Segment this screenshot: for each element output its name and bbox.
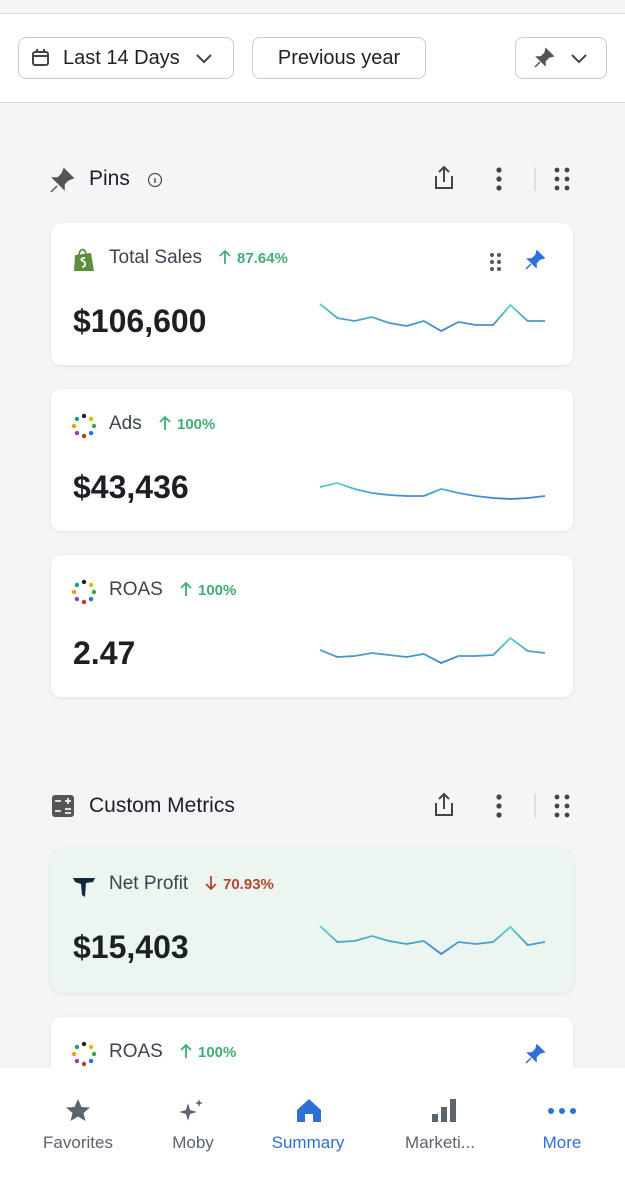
- change-arrow: [219, 249, 231, 264]
- metric-card[interactable]: Net Profit 70.93% $15,403: [51, 849, 573, 993]
- pin-icon: [534, 47, 555, 68]
- metric-value: $106,600: [73, 303, 207, 339]
- chevron: [196, 54, 212, 64]
- sparkline: [319, 482, 546, 500]
- metric-card[interactable]: ROAS 100% 2.47: [51, 555, 573, 697]
- nav-label[interactable]: More: [542, 1133, 582, 1152]
- metric-change: 100%: [198, 582, 237, 599]
- nav-icons: [66, 1099, 576, 1122]
- metric-icon: [73, 878, 95, 897]
- pin-menu-button[interactable]: [515, 37, 607, 79]
- change-arrow: [180, 581, 192, 596]
- change-arrow: [180, 1043, 192, 1058]
- section-title: Pins: [89, 167, 130, 190]
- metric-value: $15,403: [73, 929, 189, 965]
- date-range-button[interactable]: Last 14 Days: [18, 37, 234, 79]
- bottom-nav: Favorites Moby Summary Marketi... More: [0, 1068, 625, 1200]
- metric-change: 100%: [177, 416, 216, 433]
- calendar-icon: [32, 49, 49, 66]
- metric-title: Net Profit: [109, 873, 189, 894]
- compare-label: Previous year: [277, 46, 401, 69]
- metric-value: $43,436: [73, 469, 189, 505]
- pin-toggle[interactable]: [525, 250, 547, 272]
- sparkline-chart: [319, 636, 546, 664]
- metric-change: 87.64%: [237, 250, 288, 267]
- metric-card[interactable]: Total Sales 87.64% $106,600: [51, 223, 573, 365]
- sparkline-chart: [319, 482, 546, 500]
- metric-change: 100%: [198, 1044, 237, 1061]
- nav-label[interactable]: Summary: [271, 1133, 345, 1152]
- drag-handle: [490, 253, 501, 271]
- metric-title: Total Sales: [109, 247, 202, 268]
- metric-title: Ads: [109, 413, 142, 434]
- sparkline: [319, 636, 546, 664]
- date-range-label: Last 14 Days: [63, 46, 180, 69]
- compare-button[interactable]: Previous year: [252, 37, 426, 79]
- metric-icon: [71, 1041, 97, 1067]
- sparkline: [319, 303, 545, 333]
- metric-change: 70.93%: [223, 876, 274, 893]
- change-arrow: [159, 415, 171, 430]
- metric-icon: [71, 579, 97, 605]
- sparkline-chart: [319, 925, 546, 956]
- metric-title: ROAS: [109, 1041, 163, 1062]
- metric-title: ROAS: [109, 579, 163, 600]
- nav-label[interactable]: Marketi...: [405, 1133, 475, 1152]
- section-title: Custom Metrics: [89, 794, 235, 817]
- metric-icon: [74, 248, 94, 271]
- pin-toggle[interactable]: [525, 1044, 547, 1066]
- metric-card[interactable]: Ads 100% $43,436: [51, 389, 573, 531]
- metric-icon: [71, 413, 97, 439]
- section-icons: [50, 165, 570, 818]
- metric-value: 2.47: [73, 635, 136, 671]
- chevron: [571, 54, 587, 64]
- sparkline: [319, 925, 546, 956]
- nav-label[interactable]: Favorites: [43, 1133, 113, 1152]
- nav-label[interactable]: Moby: [172, 1133, 214, 1152]
- sparkline-chart: [319, 303, 545, 333]
- change-arrow: [205, 876, 217, 891]
